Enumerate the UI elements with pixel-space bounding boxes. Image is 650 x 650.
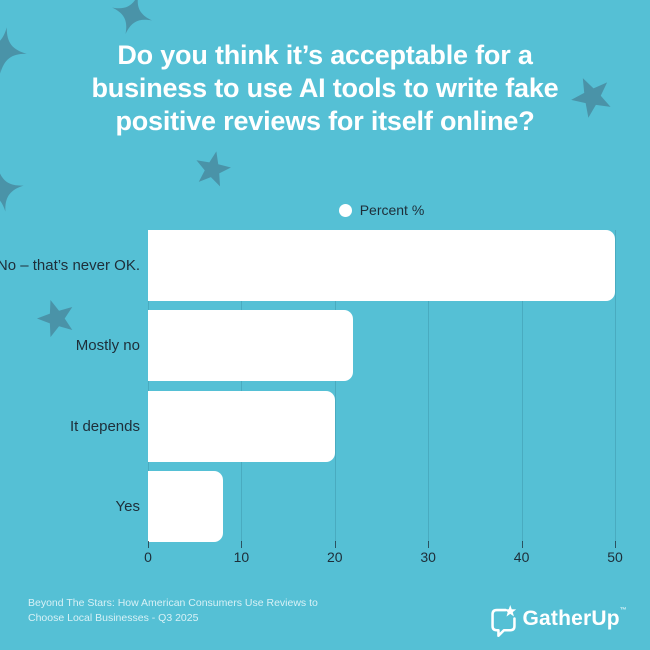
axis-tick (615, 541, 616, 548)
axis-tick (334, 541, 336, 548)
source-note: Beyond The Stars: How American Consumers… (28, 596, 318, 626)
bar (148, 391, 335, 462)
category-label: Mostly no (75, 337, 140, 354)
axis-tick (241, 541, 243, 548)
bar (148, 310, 354, 381)
gridline (241, 230, 243, 542)
chart-title-line: positive reviews for itself online? (115, 106, 535, 136)
chart-title-line: business to use AI tools to write fake (91, 73, 559, 103)
plot-area (148, 230, 616, 542)
x-axis-label: 40 (513, 549, 530, 565)
gridline (615, 230, 616, 542)
gatherup-speech-bubble-star-icon (490, 605, 516, 637)
chart-title: Do you think it’s acceptable for a busin… (0, 39, 650, 138)
category-labels: No – that’s never OK. Mostly no It depends… (0, 230, 140, 542)
gridline (334, 230, 336, 542)
axis-tick (148, 541, 149, 548)
trademark-symbol: ™ (619, 607, 627, 614)
x-axis: 0 10 20 30 40 50 (144, 549, 623, 567)
axis-tick (428, 541, 430, 548)
category-label: No – that’s never OK. (0, 257, 140, 274)
bar (148, 471, 223, 542)
legend-swatch-icon (338, 203, 352, 217)
axis-tick (521, 541, 523, 548)
gridline (428, 230, 430, 542)
category-label: Yes (115, 498, 140, 515)
legend: Percent % (148, 202, 615, 218)
gatherup-wordmark: GatherUp™ (522, 607, 627, 630)
x-axis-label: 10 (233, 549, 250, 565)
category-label: It depends (69, 418, 140, 435)
gridline (521, 230, 523, 542)
gridline (148, 230, 149, 542)
legend-label: Percent % (359, 202, 425, 218)
x-axis-label: 50 (607, 549, 623, 565)
x-axis-label: 20 (327, 549, 343, 565)
x-axis-label: 30 (420, 549, 436, 565)
x-axis-label: 0 (144, 549, 152, 565)
source-note-line: Choose Local Businesses - Q3 2025 (28, 612, 199, 624)
chart-title-line: Do you think it’s acceptable for a (117, 40, 533, 70)
gatherup-logo: GatherUp™ (489, 604, 627, 637)
x-ticks (148, 541, 616, 548)
bar (148, 230, 615, 301)
source-note-line: Beyond The Stars: How American Consumers… (28, 597, 318, 609)
